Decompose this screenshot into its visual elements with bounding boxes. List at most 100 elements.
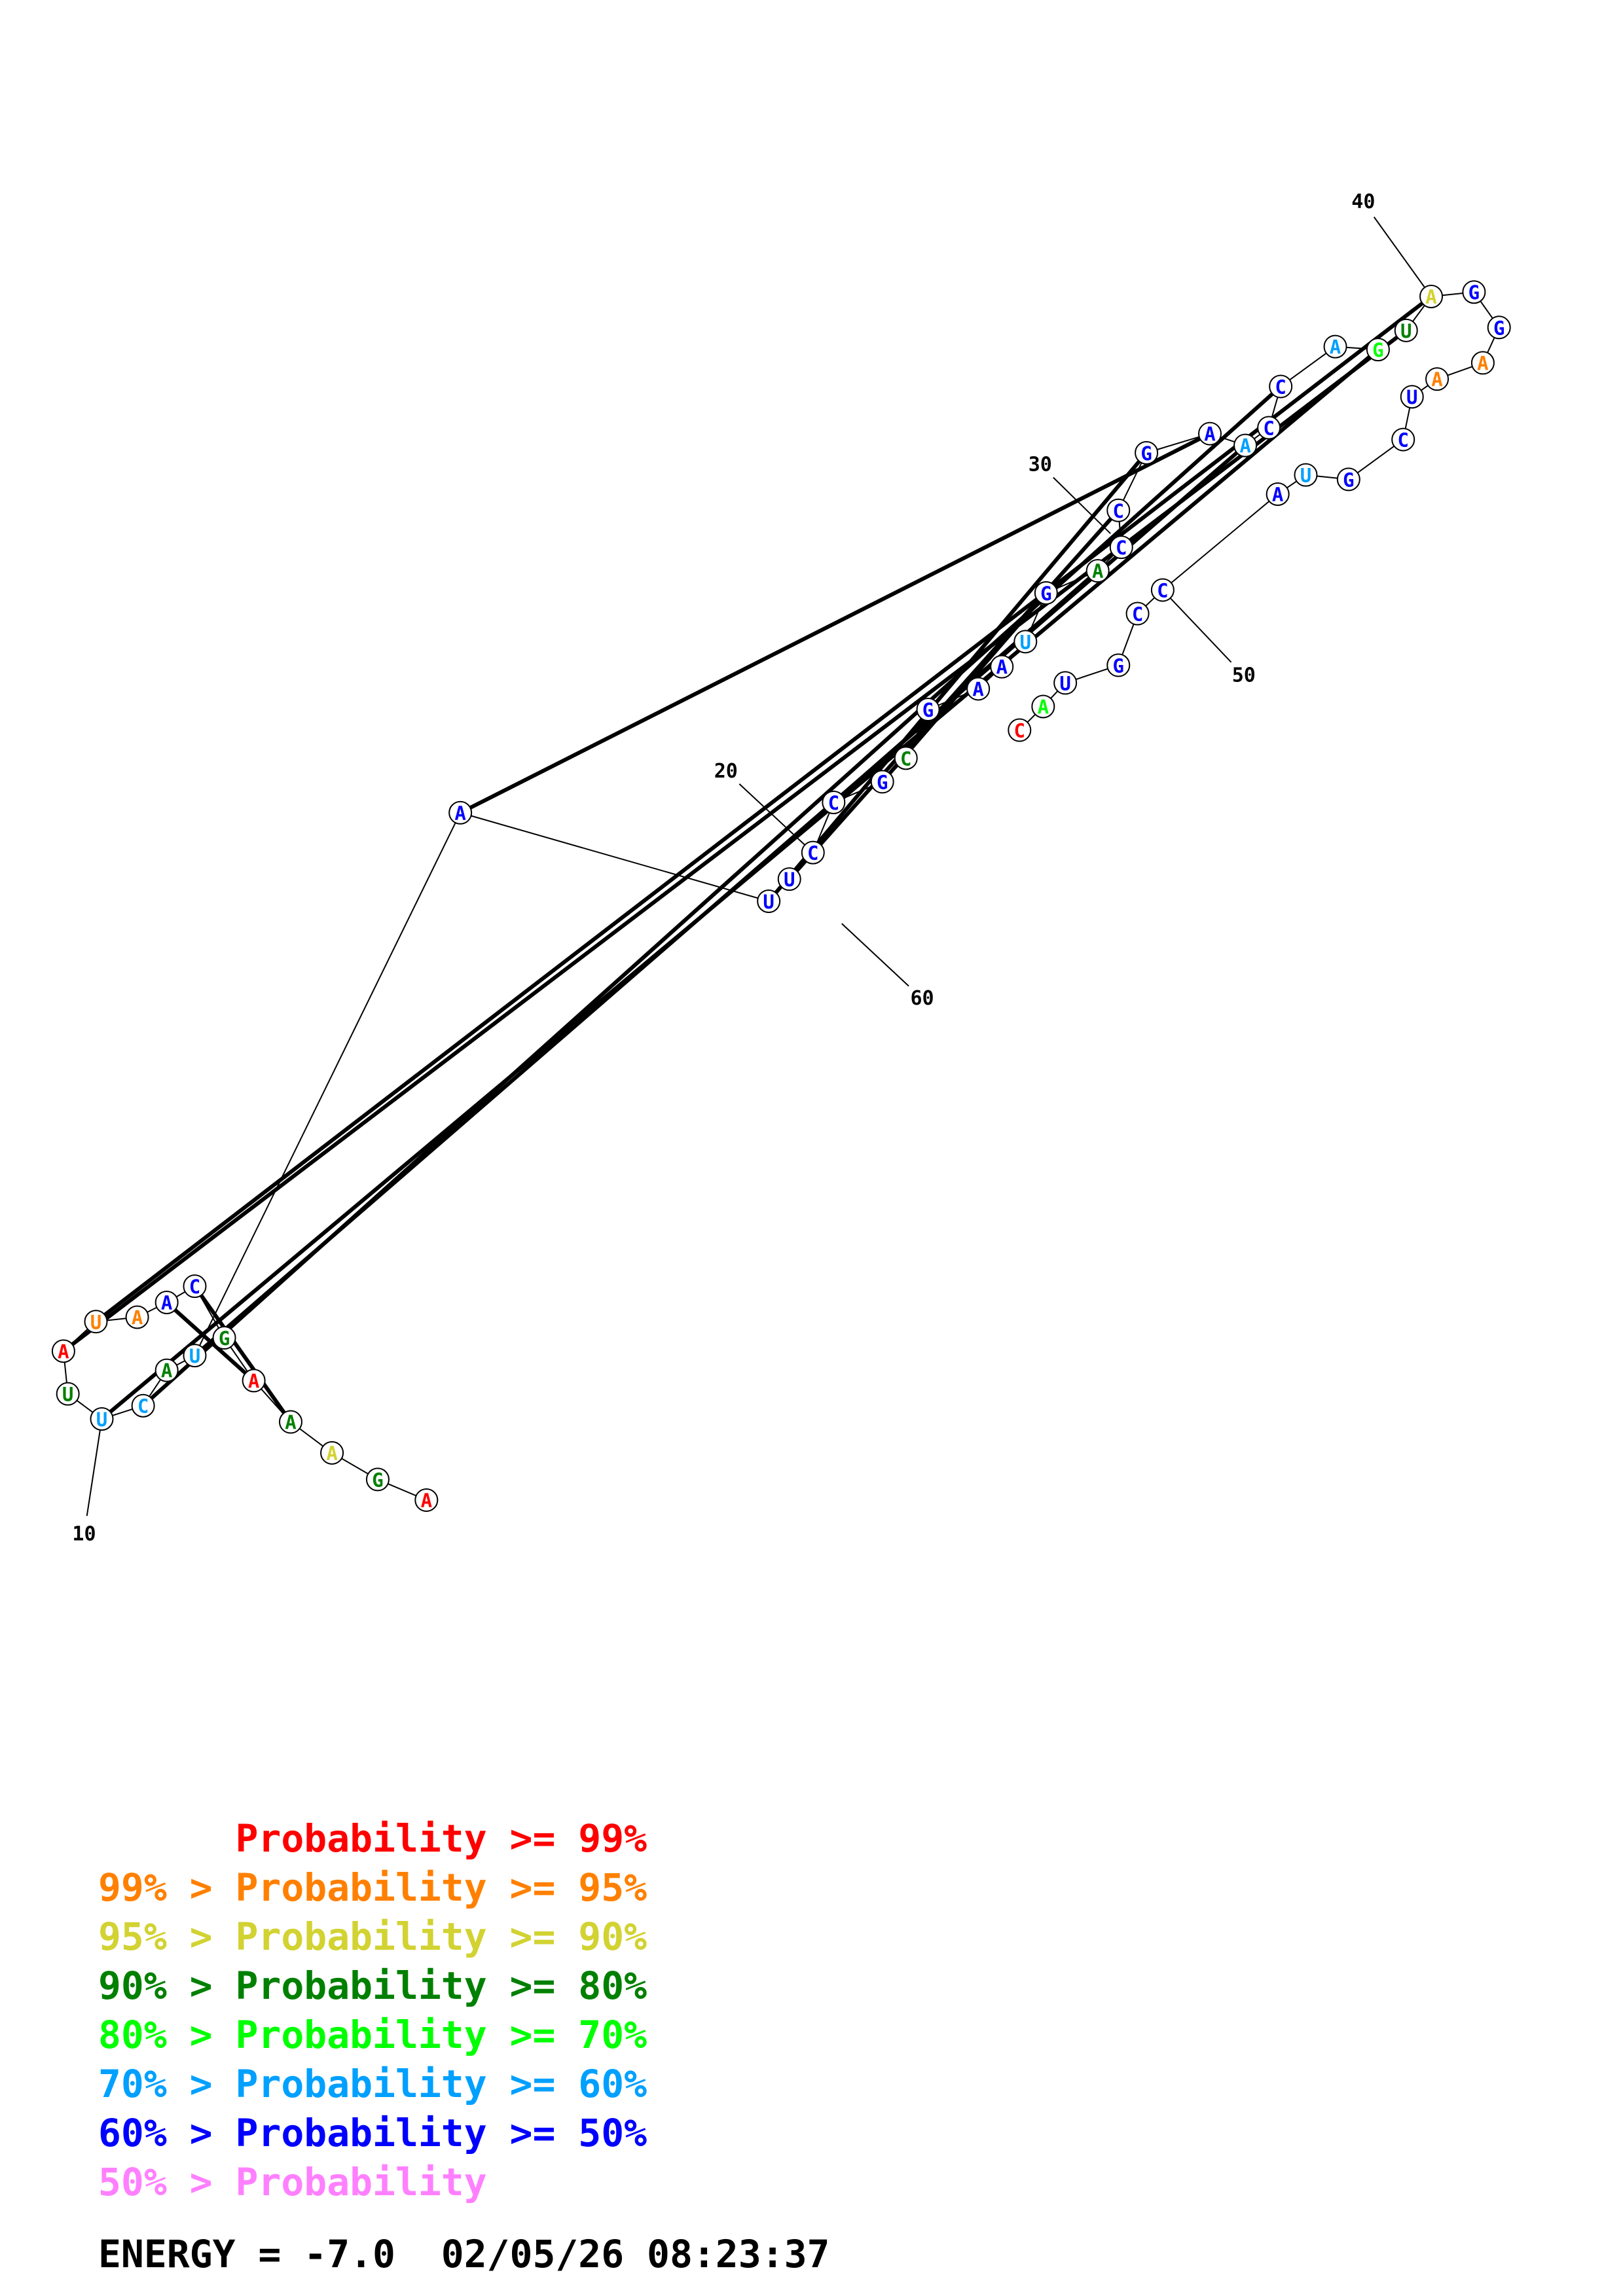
nucleotide-circle [1257, 416, 1281, 440]
nucleotide-letter: G [372, 1469, 383, 1491]
nucleotide: A [1031, 694, 1055, 719]
nucleotide-circle [1470, 351, 1495, 375]
nucleotide-circle [1106, 498, 1131, 522]
position-label: 60 [910, 987, 934, 1010]
nucleotide: U [777, 867, 801, 891]
legend-text: Probability >= 99% [235, 1816, 647, 1861]
legend-prefix: 80% > [98, 2013, 236, 2057]
nucleotide-letter: U [1020, 631, 1031, 653]
nucleotide-circle [278, 1410, 302, 1434]
nucleotide-letter: U [90, 1311, 101, 1333]
nucleotide-circle [125, 1305, 149, 1329]
nucleotide: A [448, 800, 473, 825]
nucleotide-letter: A [1092, 560, 1103, 583]
nucleotide-circle [1294, 463, 1318, 487]
base-pair-bond [94, 295, 1432, 1323]
legend-text: Probability >= 70% [235, 2013, 647, 2057]
nucleotide: G [1106, 653, 1131, 677]
nucleotide-circle [1266, 482, 1290, 506]
legend-row: 95% > Probability >= 90% [98, 1912, 647, 1962]
nucleotide-letter: A [1038, 696, 1049, 718]
position-label: 10 [72, 1522, 96, 1545]
nucleotide: A [1419, 284, 1444, 308]
nucleotide-circle [1487, 315, 1511, 340]
nucleotide-circle [822, 790, 846, 814]
legend-row: 60% > Probability >= 50% [98, 2109, 647, 2158]
nucleotide-letter: A [1477, 352, 1488, 374]
nucleotide-circle [1419, 284, 1444, 308]
nucleotide: A [966, 677, 991, 701]
nucleotide: U [1294, 463, 1318, 487]
nucleotide-letter: U [1059, 672, 1070, 694]
nucleotide-letter: A [1330, 336, 1341, 359]
position-label: 50 [1232, 664, 1256, 687]
nucleotide: C [1150, 578, 1175, 602]
nucleotide-letter: C [137, 1395, 149, 1418]
nucleotide-circle [777, 867, 801, 891]
nucleotide-letter: A [132, 1306, 143, 1329]
legend-prefix: 90% > [98, 1964, 236, 2008]
nucleotide-letter: A [161, 1360, 172, 1382]
legend-prefix: 95% > [98, 1914, 236, 1959]
nucleotide-circle [966, 677, 991, 701]
nucleotide: A [1323, 334, 1347, 359]
nucleotide-circle [1150, 578, 1175, 602]
nucleotide: C [1391, 427, 1415, 452]
nucleotide-circle [1125, 601, 1150, 626]
nucleotide-letter: A [326, 1443, 337, 1465]
position-label-leader [739, 783, 806, 846]
nucleotide: G [1135, 440, 1159, 465]
legend-text: Probability [235, 2160, 487, 2204]
backbone-lines [62, 291, 1500, 1501]
legend-row: 90% > Probability >= 80% [98, 1962, 647, 2011]
nucleotide-circle [1462, 280, 1486, 304]
nucleotide-letter: A [1239, 435, 1250, 457]
base-pair-bond [767, 451, 1148, 903]
nucleotide-circle [131, 1393, 155, 1418]
nucleotide: G [916, 697, 940, 721]
nucleotide-circle [183, 1274, 207, 1299]
nucleotide: A [1233, 433, 1258, 457]
nucleotide: G [212, 1326, 236, 1350]
nucleotide-circle [1366, 338, 1390, 362]
nucleotide-letter: U [1400, 320, 1412, 342]
nucleotide-letter: C [1132, 603, 1143, 626]
nucleotide: G [870, 770, 894, 794]
nucleotide: U [1013, 630, 1038, 654]
nucleotide: C [131, 1393, 155, 1418]
nucleotide-circle [183, 1344, 207, 1368]
backbone-segment [460, 812, 769, 902]
nucleotide-circle [1197, 422, 1222, 446]
nucleotide-circle [155, 1358, 179, 1382]
nucleotide-circle [365, 1467, 390, 1492]
legend-prefix: 50% > [98, 2160, 236, 2204]
position-label-leader [841, 923, 909, 987]
base-pair-bond [459, 431, 1211, 815]
nucleotide: C [1257, 416, 1281, 440]
legend-prefix: 60% > [98, 2111, 236, 2155]
base-pair-bond [193, 1285, 293, 1424]
nucleotide-letter: G [1468, 281, 1480, 304]
nucleotide-letter: U [189, 1345, 200, 1367]
legend-text: Probability >= 60% [235, 2062, 647, 2106]
nucleotide-circle [1031, 694, 1055, 719]
base-pair-lines [62, 295, 1432, 1424]
nucleotide-letter: U [1300, 465, 1311, 487]
legend-text: Probability >= 50% [235, 2111, 647, 2155]
nucleotide-circle [212, 1326, 236, 1350]
legend-row: 99% > Probability >= 95% [98, 1863, 647, 1912]
nucleotide-circle [801, 840, 825, 865]
nucleotide-letter: C [1157, 579, 1168, 601]
nucleotide-letter: A [248, 1370, 259, 1392]
nucleotide-circle [757, 889, 781, 913]
nucleotide-letter: A [454, 802, 465, 825]
nucleotide-letter: A [421, 1490, 432, 1512]
nucleotide: A [1425, 367, 1450, 391]
nucleotide: G [1336, 467, 1360, 492]
nucleotide-circle [1400, 385, 1424, 409]
legend-prefix: 70% > [98, 2062, 236, 2106]
nucleotide-letter: U [784, 869, 795, 891]
legend-row: 80% > Probability >= 70% [98, 2011, 647, 2060]
